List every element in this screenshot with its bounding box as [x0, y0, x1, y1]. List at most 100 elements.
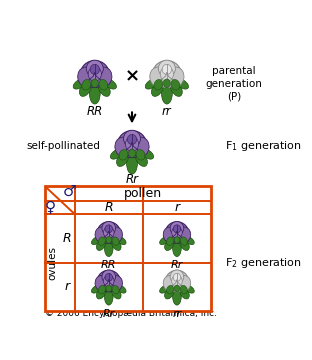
- Ellipse shape: [116, 285, 126, 293]
- Text: Rr: Rr: [103, 309, 115, 319]
- Ellipse shape: [110, 149, 123, 159]
- Ellipse shape: [160, 237, 169, 244]
- Ellipse shape: [119, 150, 128, 160]
- Ellipse shape: [124, 130, 140, 147]
- Ellipse shape: [171, 80, 180, 90]
- Ellipse shape: [173, 239, 181, 257]
- Ellipse shape: [96, 287, 106, 299]
- Ellipse shape: [163, 275, 177, 292]
- Ellipse shape: [167, 237, 174, 246]
- Ellipse shape: [161, 82, 172, 104]
- Ellipse shape: [184, 285, 194, 293]
- Ellipse shape: [145, 79, 158, 89]
- Ellipse shape: [104, 275, 114, 287]
- Text: r: r: [174, 201, 179, 214]
- Ellipse shape: [172, 227, 182, 238]
- Ellipse shape: [127, 134, 137, 144]
- Ellipse shape: [102, 270, 115, 284]
- Ellipse shape: [105, 288, 113, 305]
- Ellipse shape: [165, 287, 174, 299]
- Ellipse shape: [109, 275, 122, 292]
- Ellipse shape: [184, 237, 194, 244]
- Ellipse shape: [165, 222, 188, 243]
- Ellipse shape: [98, 237, 105, 246]
- Ellipse shape: [73, 79, 85, 89]
- Ellipse shape: [105, 225, 112, 233]
- Text: r: r: [64, 280, 70, 293]
- Ellipse shape: [179, 287, 189, 299]
- Ellipse shape: [165, 270, 188, 292]
- Ellipse shape: [167, 67, 184, 87]
- Ellipse shape: [112, 285, 119, 294]
- Ellipse shape: [86, 60, 103, 77]
- Text: parental
generation
(P): parental generation (P): [206, 66, 263, 101]
- Ellipse shape: [95, 67, 112, 87]
- Ellipse shape: [180, 285, 187, 294]
- Ellipse shape: [163, 79, 170, 87]
- Ellipse shape: [106, 285, 112, 292]
- Ellipse shape: [80, 60, 109, 87]
- Ellipse shape: [173, 288, 181, 305]
- Ellipse shape: [98, 285, 105, 294]
- Ellipse shape: [167, 285, 174, 294]
- Ellipse shape: [179, 238, 189, 251]
- Ellipse shape: [153, 60, 181, 87]
- Text: F$_1$ generation: F$_1$ generation: [225, 139, 302, 153]
- Ellipse shape: [117, 151, 129, 166]
- Ellipse shape: [162, 64, 172, 75]
- Ellipse shape: [109, 227, 122, 243]
- Text: self-pollinated: self-pollinated: [27, 141, 101, 150]
- Ellipse shape: [90, 64, 100, 75]
- Ellipse shape: [79, 81, 92, 96]
- Ellipse shape: [99, 80, 108, 90]
- Text: Rr: Rr: [125, 173, 139, 186]
- Ellipse shape: [177, 227, 191, 243]
- Text: ovules: ovules: [47, 246, 57, 280]
- Ellipse shape: [180, 237, 187, 246]
- Ellipse shape: [132, 137, 149, 157]
- Text: RR: RR: [101, 260, 116, 270]
- Ellipse shape: [97, 222, 120, 243]
- Ellipse shape: [173, 225, 181, 233]
- Text: RR: RR: [87, 105, 103, 118]
- Ellipse shape: [89, 82, 100, 104]
- Ellipse shape: [141, 149, 154, 159]
- Text: Rr: Rr: [171, 260, 183, 270]
- Ellipse shape: [104, 79, 116, 89]
- Ellipse shape: [160, 285, 169, 293]
- Ellipse shape: [97, 270, 120, 292]
- Ellipse shape: [158, 60, 175, 77]
- Ellipse shape: [118, 131, 146, 158]
- Ellipse shape: [160, 67, 173, 81]
- Ellipse shape: [116, 237, 126, 244]
- Ellipse shape: [163, 227, 177, 243]
- Text: © 2006 Encyclopædia Britannica, Inc.: © 2006 Encyclopædia Britannica, Inc.: [45, 309, 217, 318]
- Ellipse shape: [91, 285, 101, 293]
- Text: R: R: [63, 232, 71, 245]
- Ellipse shape: [91, 79, 98, 87]
- Ellipse shape: [95, 275, 109, 292]
- Ellipse shape: [88, 67, 101, 81]
- Text: pollen: pollen: [124, 187, 162, 200]
- Ellipse shape: [136, 150, 145, 160]
- Ellipse shape: [105, 273, 112, 282]
- Text: F$_2$ generation: F$_2$ generation: [225, 256, 302, 270]
- Text: ♂: ♂: [63, 184, 77, 199]
- Ellipse shape: [170, 221, 184, 235]
- Ellipse shape: [177, 275, 191, 292]
- Ellipse shape: [95, 227, 109, 243]
- Text: R: R: [105, 201, 113, 214]
- Ellipse shape: [150, 67, 167, 87]
- Ellipse shape: [127, 153, 137, 174]
- Text: ×: ×: [124, 67, 139, 85]
- Ellipse shape: [135, 151, 147, 166]
- Ellipse shape: [173, 273, 181, 282]
- Ellipse shape: [102, 221, 115, 235]
- Ellipse shape: [172, 275, 182, 287]
- Ellipse shape: [174, 285, 180, 292]
- Ellipse shape: [98, 81, 110, 96]
- Ellipse shape: [176, 79, 188, 89]
- Ellipse shape: [174, 237, 180, 243]
- Bar: [45, 186, 211, 311]
- Ellipse shape: [165, 238, 174, 251]
